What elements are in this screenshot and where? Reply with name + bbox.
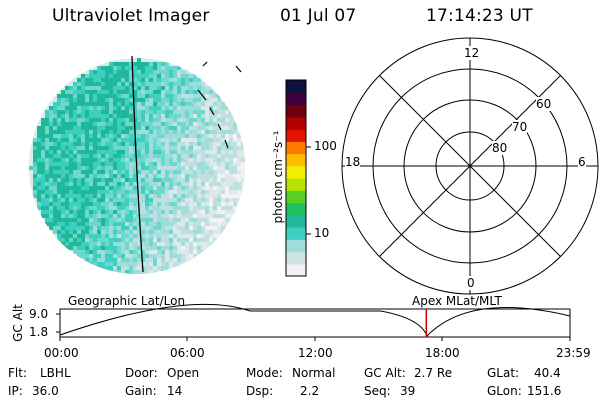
timeline-y-label: GC Alt: [11, 304, 25, 342]
info-glon-label: GLon:: [487, 384, 522, 398]
polar-label-6: 6: [578, 155, 586, 169]
time-label: 17:14:23 UT: [426, 6, 533, 26]
terminator-line: [131, 55, 144, 273]
polar-diagonal-b: [379, 75, 561, 257]
info-ip-label: IP:: [8, 384, 23, 398]
info-gain-label: Gain:: [125, 384, 157, 398]
info-door-value: Open: [167, 366, 200, 380]
timeline-left-caption: Geographic Lat/Lon: [68, 294, 186, 308]
timeline-plot: [56, 303, 571, 341]
colorbar-cell: [286, 80, 306, 93]
x-tick-label-00: 00:00: [44, 346, 79, 360]
colorbar-cell: [286, 190, 306, 204]
info-glat-label: GLat:: [487, 366, 520, 380]
uv-image-disk: [29, 55, 245, 274]
colorbar-cell: [286, 165, 306, 179]
colorbar-cell: [286, 92, 306, 106]
colorbar-cell: [286, 263, 306, 277]
x-tick-label-18: 18:00: [425, 346, 460, 360]
info-door-label: Door:: [125, 366, 158, 380]
colorbar-tick-label-10: 10: [314, 226, 330, 240]
colorbar-cell: [286, 116, 306, 130]
colorbar-cell: [286, 153, 306, 167]
polar-grid: [341, 37, 599, 295]
info-flt-label: Flt:: [8, 366, 27, 380]
polar-lat-60: 60: [536, 97, 552, 111]
info-gain-value: 14: [167, 384, 183, 398]
colorbar-cell: [286, 214, 306, 228]
info-dsp-label: Dsp:: [246, 384, 274, 398]
colorbar-cell: [286, 129, 306, 142]
colorbar-cell: [286, 227, 306, 240]
colorbar-cell: [286, 251, 306, 265]
polar-lat-70: 70: [512, 120, 528, 134]
polar-label-12: 12: [464, 46, 480, 60]
polar-label-18: 18: [345, 155, 361, 169]
x-tick-label-2359: 23:59: [556, 346, 591, 360]
date-label: 01 Jul 07: [280, 6, 357, 26]
colorbar-cell: [286, 202, 306, 216]
info-gcalt-value: 2.7 Re: [414, 366, 453, 380]
colorbar-cell: [286, 239, 306, 253]
colorbar: [285, 79, 311, 277]
x-tick-label-06: 06:00: [170, 346, 205, 360]
colorbar-cell: [286, 141, 306, 155]
info-glon-value: 151.6: [527, 384, 562, 398]
x-tick-label-12: 12:00: [298, 346, 333, 360]
info-seq-label: Seq:: [364, 384, 391, 398]
y-tick-label-1-8: 1.8: [29, 325, 49, 339]
polar-label-0: 0: [467, 276, 475, 290]
instrument-title: Ultraviolet Imager: [52, 6, 210, 26]
info-ip-value: 36.0: [32, 384, 59, 398]
timeline-right-caption: Apex MLat/MLT: [412, 294, 502, 308]
y-tick-label-9: 9.0: [29, 307, 49, 321]
altitude-curve: [59, 303, 571, 337]
info-mode-value: Normal: [292, 366, 336, 380]
info-glat-value: 40.4: [534, 366, 561, 380]
info-mode-label: Mode:: [246, 366, 283, 380]
colorbar-cell: [286, 178, 306, 191]
info-flt-value: LBHL: [40, 366, 71, 380]
info-seq-value: 39: [400, 384, 416, 398]
colorbar-tick-label-100: 100: [314, 139, 337, 153]
colorbar-cell: [286, 104, 306, 118]
info-dsp-value: 2.2: [300, 384, 320, 398]
limb-dashes: [197, 61, 242, 149]
info-gcalt-label: GC Alt:: [364, 366, 406, 380]
colorbar-unit-label: photon cm⁻²s⁻¹: [271, 130, 285, 224]
polar-lat-80: 80: [492, 141, 508, 155]
